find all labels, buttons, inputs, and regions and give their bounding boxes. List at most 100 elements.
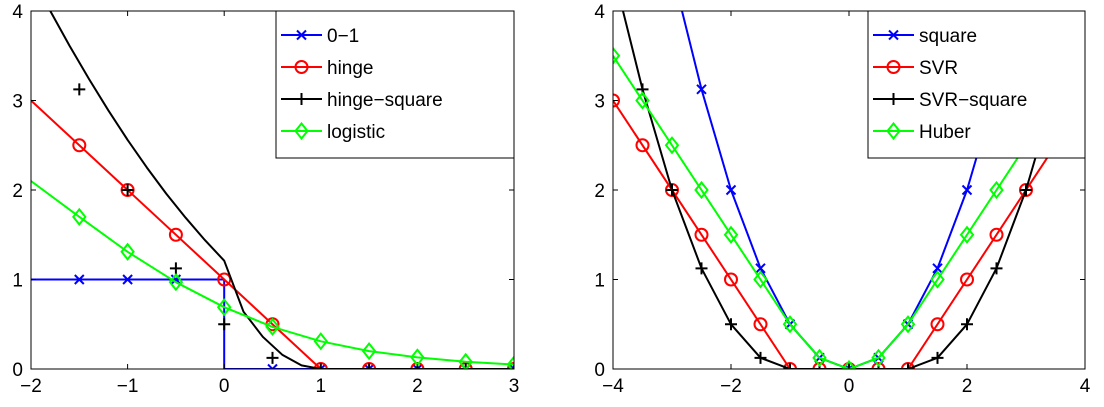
legend-marker	[886, 60, 901, 74]
data-point	[666, 184, 678, 196]
data-point	[694, 180, 709, 200]
legend-box	[275, 10, 515, 159]
data-point	[313, 332, 329, 351]
legend-entry-2: hinge	[281, 58, 374, 79]
y-tick-label: 0	[12, 360, 23, 381]
chart-panel-2: −4 −2 0 2 4 0 1 2 3 4 square SVR SVR−square Huber	[594, 2, 1091, 397]
legend-label: SVR−square	[919, 90, 1027, 111]
data-point	[506, 355, 514, 369]
data-point	[613, 46, 621, 65]
data-point	[900, 315, 916, 334]
data-point	[121, 184, 134, 196]
data-point	[613, 93, 620, 108]
legend-label: logistic	[327, 122, 385, 143]
data-point	[635, 91, 650, 110]
data-point	[266, 351, 279, 364]
y-tick-label: 3	[594, 92, 605, 113]
x-tick-label: 2	[412, 376, 423, 397]
legend-entry-4: logistic	[281, 121, 385, 143]
data-point	[508, 363, 514, 369]
legend-marker	[296, 29, 307, 41]
y-tick-label: 0	[594, 360, 605, 381]
data-point	[812, 348, 827, 367]
data-point	[932, 263, 943, 274]
legend-entry-1: 0−1	[281, 26, 359, 47]
data-point	[930, 270, 945, 289]
data-point	[265, 317, 280, 337]
y-tick-label: 2	[594, 181, 605, 202]
data-point	[216, 298, 232, 317]
legend-entry-3: SVR−square	[873, 90, 1027, 111]
series-line	[613, 55, 1085, 369]
data-point	[73, 83, 86, 96]
data-point	[990, 262, 1003, 275]
data-point	[217, 272, 232, 287]
legend-marker	[888, 29, 899, 41]
data-point	[961, 184, 973, 196]
data-point	[363, 363, 376, 369]
legend-entry-1: square	[873, 26, 977, 47]
data-point	[961, 318, 973, 331]
y-tick-label: 3	[12, 92, 23, 113]
x-tick-label: −2	[720, 376, 742, 397]
legend: 0−1 hinge hinge−square logistic	[275, 10, 515, 159]
data-point	[1020, 184, 1032, 196]
data-point	[755, 263, 766, 274]
data-point	[412, 363, 423, 369]
data-point	[459, 363, 472, 369]
legend-marker	[887, 93, 900, 105]
series-line	[31, 180, 514, 366]
legend-marker	[294, 121, 309, 141]
legend-entry-4: Huber	[873, 121, 971, 143]
data-point	[960, 272, 974, 287]
data-point	[782, 315, 798, 334]
data-point	[871, 348, 886, 367]
series-group	[613, 11, 1085, 369]
data-point	[902, 363, 914, 369]
data-point	[74, 274, 85, 285]
y-tick-label: 1	[12, 271, 23, 292]
data-point	[695, 262, 708, 275]
legend-label: SVR	[919, 58, 958, 79]
data-point	[458, 352, 473, 369]
series-line	[613, 99, 1085, 369]
data-point	[989, 227, 1004, 242]
data-point	[169, 262, 182, 275]
data-point	[841, 359, 857, 369]
legend-label: square	[919, 26, 977, 47]
data-point	[724, 272, 738, 287]
legend-label: hinge−square	[327, 90, 443, 111]
data-point	[989, 180, 1004, 200]
legend-marker	[295, 93, 308, 105]
data-point	[120, 242, 135, 261]
data-point	[170, 274, 182, 285]
data-point	[930, 317, 945, 332]
x-tick-label: 3	[509, 376, 520, 397]
data-point	[725, 318, 737, 331]
series-group	[31, 11, 514, 369]
data-point	[753, 270, 768, 289]
x-tick-label: −1	[117, 376, 139, 397]
data-point	[122, 274, 133, 285]
data-point	[723, 225, 739, 244]
x-tick-label: −2	[20, 376, 42, 397]
x-tick-label: −4	[602, 376, 624, 397]
legend-label: 0−1	[327, 26, 359, 47]
legend: square SVR SVR−square Huber	[867, 10, 1086, 159]
data-point	[218, 318, 231, 331]
legend-label: hinge	[327, 58, 374, 79]
x-tick-label: 4	[1080, 376, 1091, 397]
data-point	[72, 138, 87, 153]
chart-panel-1: −2 −1 0 1 2 3 0 1 2 3 4 0−1 hinge hinge−square logisti…	[12, 2, 520, 397]
data-point	[725, 184, 737, 196]
x-tick-label: 0	[219, 376, 230, 397]
data-point	[753, 317, 768, 332]
series-4	[31, 180, 514, 369]
data-point	[664, 136, 680, 155]
legend-marker	[294, 60, 309, 74]
data-point	[754, 351, 767, 364]
series-line	[622, 11, 1076, 369]
y-tick-label: 4	[594, 2, 605, 23]
x-tick-label: 2	[962, 376, 973, 397]
